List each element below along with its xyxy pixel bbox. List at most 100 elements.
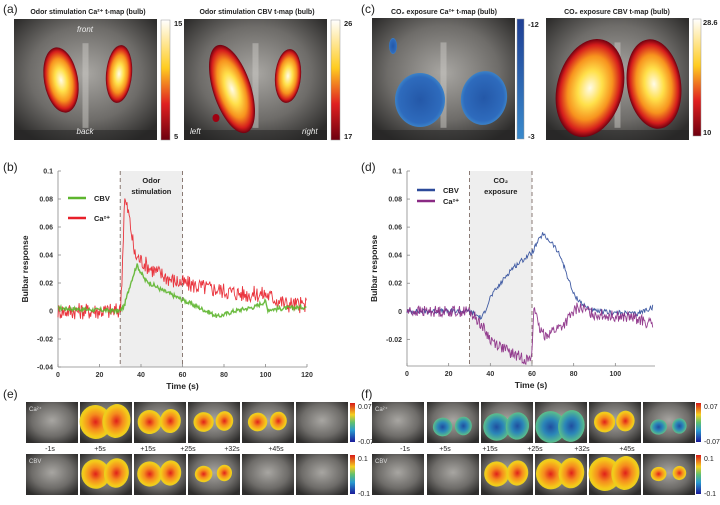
- y-tick-label: 0: [49, 309, 53, 316]
- frame-ca-0: [372, 402, 424, 443]
- panel-label-f: (f): [361, 387, 372, 401]
- colorbar: [160, 19, 171, 141]
- colorbar-max: 15: [174, 19, 182, 28]
- activation-blob: [137, 409, 162, 435]
- activation-blob: [672, 465, 687, 481]
- activation-blob: [269, 411, 287, 431]
- time-label: +32s: [574, 446, 590, 453]
- activation-blob: [616, 410, 635, 432]
- activation-blob: [460, 71, 508, 125]
- row-label: Ca²⁺: [375, 406, 388, 413]
- brain-thumbnail: [643, 402, 695, 443]
- y-tick-label: 0.08: [388, 197, 402, 204]
- activation-blob: [216, 464, 233, 482]
- colorbar-max: 0.07: [358, 404, 372, 411]
- frame-ca-3: [535, 402, 587, 443]
- midline: [440, 42, 447, 128]
- orientation-right: right: [302, 127, 318, 136]
- time-label: +15s: [482, 446, 498, 453]
- frame-cbv-1: [80, 454, 132, 495]
- activation-blob: [103, 458, 129, 488]
- y-axis-label: Bulbar response: [20, 235, 30, 302]
- x-axis-label: Time (s): [166, 381, 199, 391]
- colorbar: [330, 19, 341, 141]
- time-label: +45s: [268, 446, 284, 453]
- colorbar: [350, 455, 355, 494]
- activation-blob: [672, 418, 687, 434]
- activation-blob: [137, 461, 163, 487]
- legend-label: Ca²⁺: [94, 214, 110, 223]
- legend-label: CBV: [443, 186, 459, 195]
- shadow: [372, 130, 515, 140]
- activation-blob: [105, 45, 133, 103]
- frame-cbv-5: [296, 454, 348, 495]
- colorbar-min: -0.07: [358, 439, 374, 446]
- frame-cbv-0: [26, 454, 78, 495]
- x-tick-label: 80: [220, 372, 228, 379]
- x-tick-label: 0: [56, 372, 60, 379]
- y-tick-label: 0.1: [392, 169, 402, 176]
- time-label: +5s: [94, 446, 106, 453]
- time-label: +45s: [619, 446, 635, 453]
- x-tick-label: 40: [486, 371, 494, 378]
- activation-blob: [194, 465, 213, 483]
- frame-cbv-2: [134, 454, 186, 495]
- shadow: [184, 130, 327, 140]
- activation-blob: [159, 408, 181, 434]
- chart-co2-exposure: CO₂ exposure 0 20 40 60 80 100 -0.02 0 0.02 0.04 0.0…: [369, 169, 655, 390]
- shadow: [14, 130, 157, 140]
- series-line-ca: [57, 198, 307, 320]
- x-axis-label: Time (s): [515, 380, 548, 390]
- colorbar-min: -3: [528, 132, 535, 141]
- shaded-label: stimulation: [131, 187, 171, 196]
- orientation-left: left: [190, 127, 201, 136]
- panel-label-c: (c): [361, 2, 375, 16]
- frame-ca-4: [589, 402, 641, 443]
- activation-blob: [274, 49, 302, 103]
- frame-cbv-0: [372, 454, 424, 495]
- frame-ca-1: [427, 402, 479, 443]
- t-maps: [14, 18, 702, 141]
- time-label: +25s: [527, 446, 543, 453]
- x-tick-label: 40: [137, 372, 145, 379]
- brain-thumbnail: [296, 402, 348, 443]
- x-tick-label: 0: [405, 371, 409, 378]
- y-tick-label: 0.06: [39, 225, 53, 232]
- time-label: +15s: [140, 446, 156, 453]
- brain-thumbnail: [372, 402, 424, 443]
- colorbar: [696, 455, 701, 494]
- time-label: +32s: [224, 446, 240, 453]
- activation-blob: [43, 47, 79, 113]
- activation-blob: [484, 461, 510, 487]
- x-tick-label: 120: [301, 372, 313, 379]
- panel-label-e: (e): [3, 387, 18, 401]
- activation-blob: [558, 410, 585, 442]
- frame-ca-0: [26, 402, 78, 443]
- frame-ca-5: [643, 402, 695, 443]
- time-label: +5s: [439, 446, 451, 453]
- frame-ca-5: [296, 402, 348, 443]
- orientation-front: front: [77, 25, 94, 34]
- frame-cbv-5: [643, 454, 695, 495]
- frame-cbv-3: [535, 454, 587, 495]
- y-tick-label: 0: [398, 309, 402, 316]
- x-tick-label: 80: [570, 371, 578, 378]
- activation-blob: [594, 411, 616, 433]
- activation-blob: [193, 412, 214, 432]
- legend-label: CBV: [94, 194, 110, 203]
- activation-blob: [535, 411, 566, 443]
- y-tick-label: -0.02: [37, 337, 53, 344]
- activation-blob: [558, 457, 585, 489]
- time-label: +25s: [180, 446, 196, 453]
- y-tick-label: 0.02: [388, 281, 402, 288]
- x-tick-label: 20: [96, 372, 104, 379]
- time-label: -1s: [45, 446, 55, 453]
- y-tick-label: -0.04: [37, 365, 53, 372]
- activation-blob: [454, 416, 472, 436]
- colorbar-min: 5: [174, 132, 178, 141]
- colorbar-min: 17: [344, 132, 352, 141]
- colorbar-min: -0.07: [704, 439, 720, 446]
- shaded-label: exposure: [484, 187, 517, 196]
- series-line-ca: [406, 302, 654, 365]
